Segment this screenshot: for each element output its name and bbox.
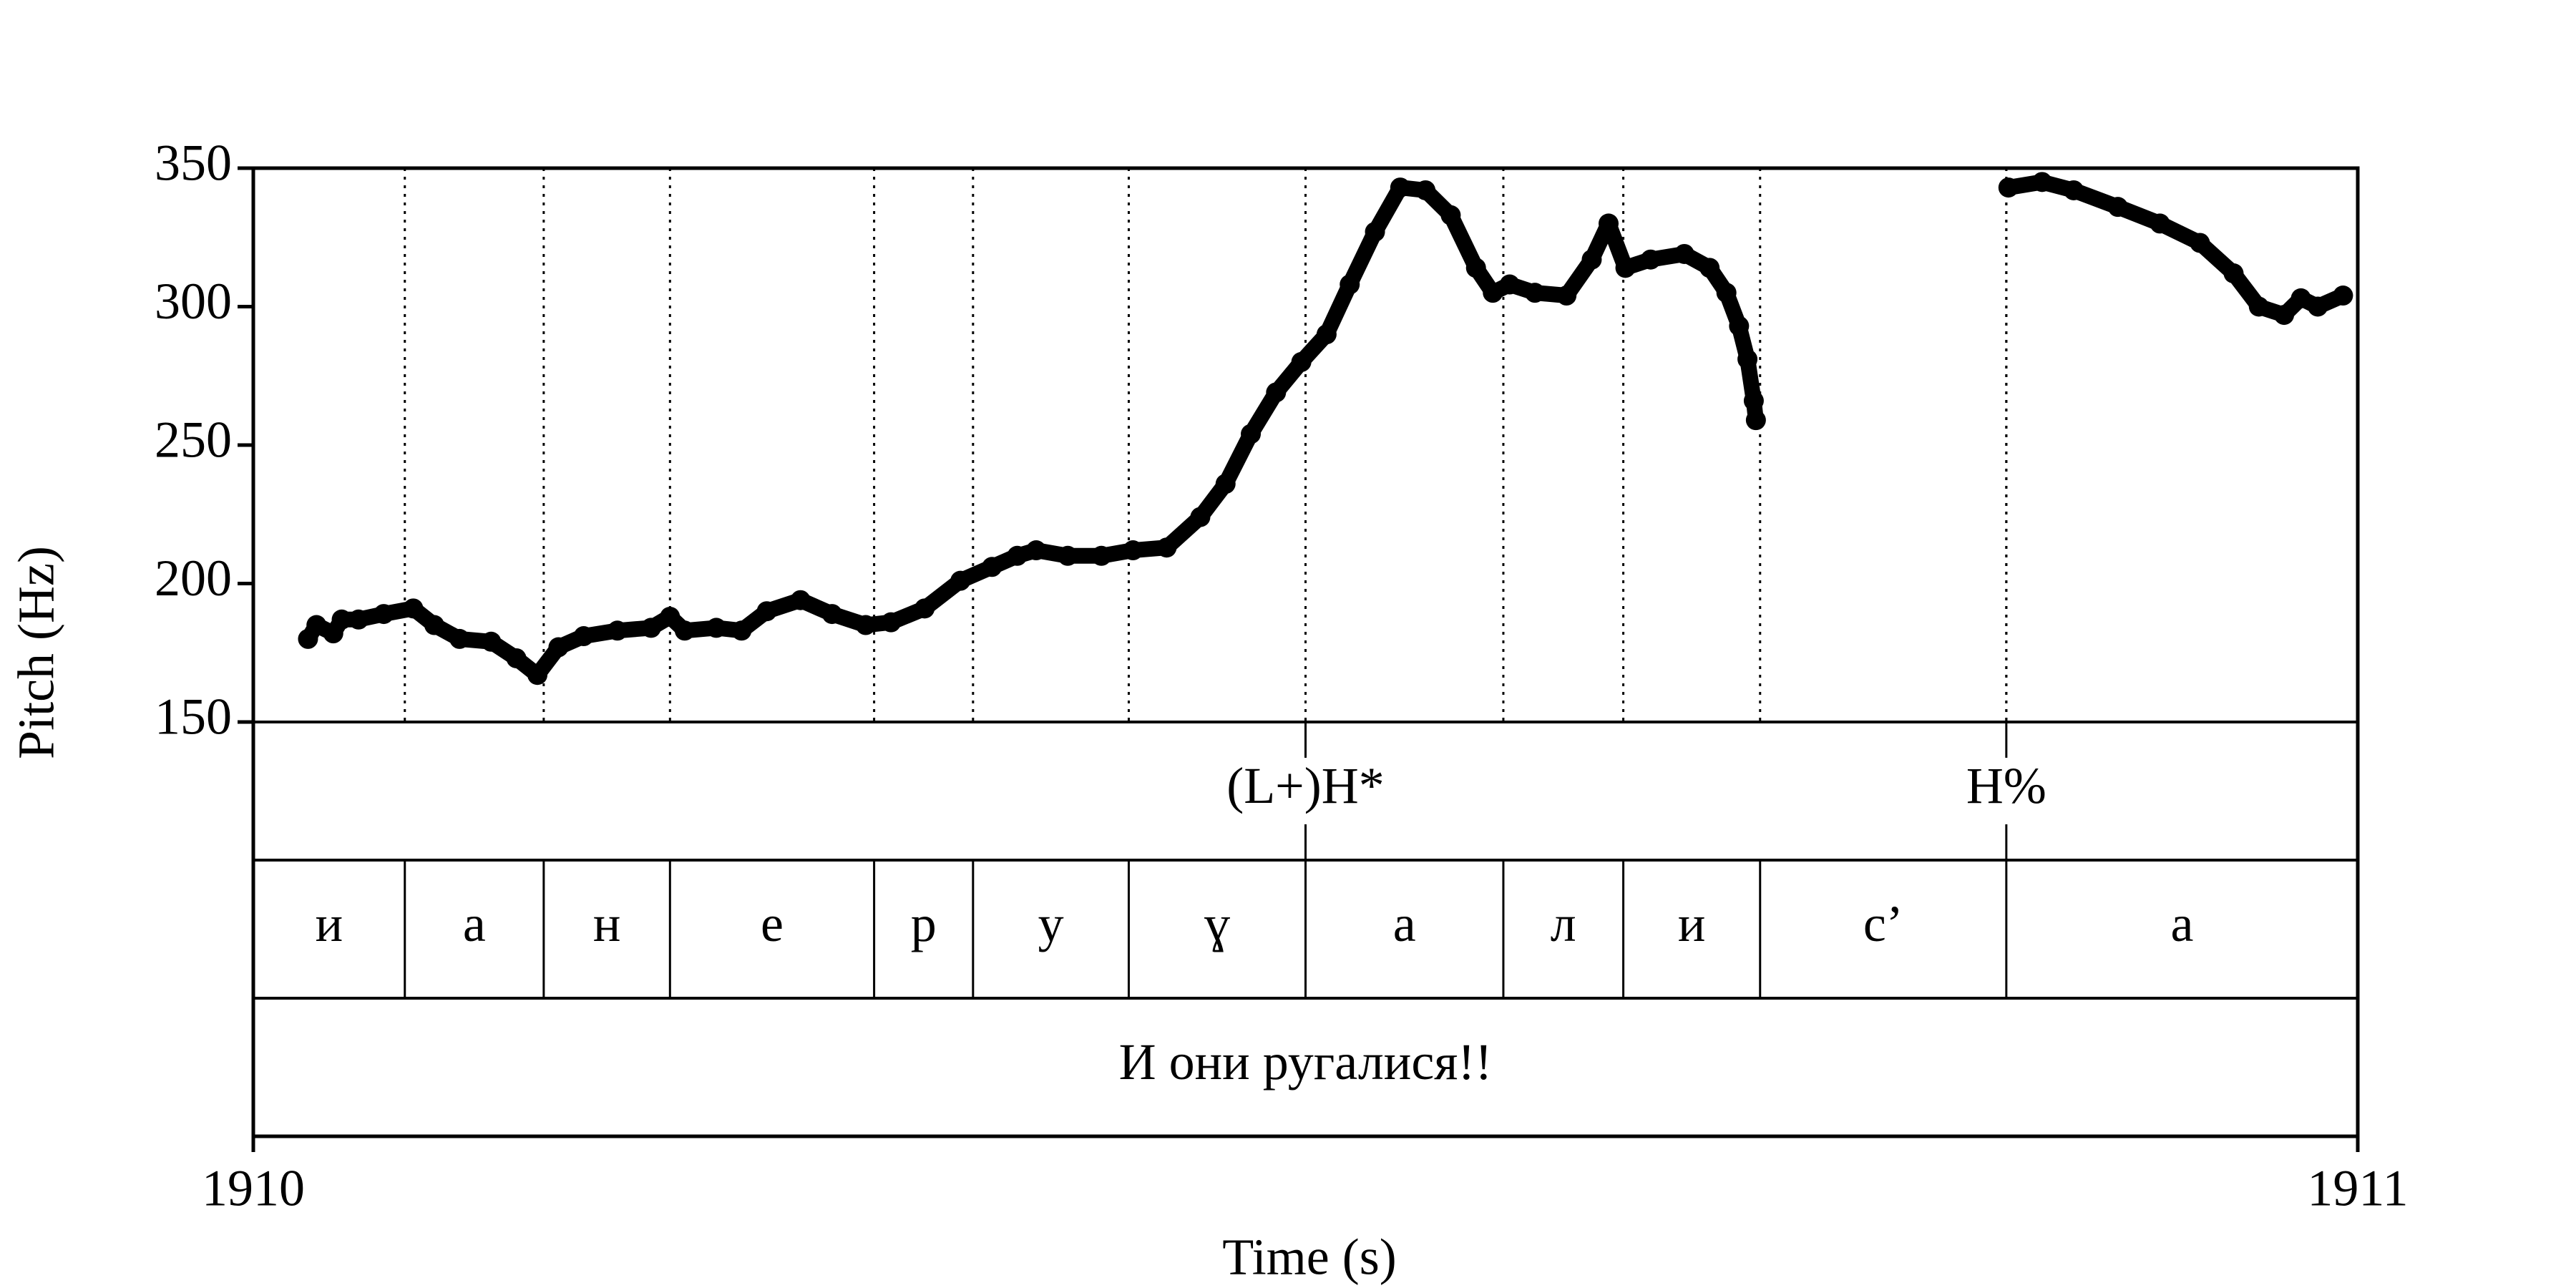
pitch-point [2274, 305, 2295, 326]
pitch-point [1316, 324, 1337, 345]
interval-label: И они ругалися!! [1119, 1033, 1493, 1091]
interval-label: ɣ [1204, 895, 1230, 952]
pitch-point [1483, 283, 1503, 303]
pitch-point [1745, 410, 1766, 431]
pitch-point [2107, 197, 2128, 218]
pitch-point [1156, 537, 1177, 558]
pitch-point [2223, 263, 2244, 284]
pitch-point [2290, 288, 2311, 308]
pitch-point [1615, 258, 1636, 278]
pitch-point [1266, 382, 1287, 403]
y-tick-label: 150 [155, 688, 232, 746]
pitch-point [348, 609, 369, 630]
pitch-point [331, 609, 352, 630]
pitch-point [1716, 283, 1737, 303]
pitch-point [1699, 258, 1720, 278]
pitch-point [548, 637, 569, 658]
pitch-point [1998, 177, 2019, 198]
pitch-point [1440, 205, 1461, 225]
pitch-point [881, 612, 902, 633]
interval-label: а [1393, 895, 1416, 952]
pitch-point [674, 620, 695, 641]
x-axis-label: Time (s) [1222, 1229, 1396, 1286]
pitch-point [2333, 286, 2353, 306]
pitch-point [2031, 172, 2052, 192]
pitch-point [573, 626, 594, 647]
tone-label: (L+)H* [1226, 757, 1385, 814]
pitch-point [1743, 391, 1764, 411]
pitch-point [821, 604, 842, 625]
interval-label: р [911, 895, 937, 952]
pitch-point [481, 631, 502, 652]
pitch-point [1390, 177, 1410, 198]
interval-label: у [1038, 895, 1064, 952]
pitch-point [2150, 213, 2170, 234]
pitch-point [1640, 249, 1661, 270]
pitch-point [1525, 283, 1546, 303]
pitch-point [374, 604, 394, 625]
pitch-point [1556, 286, 1577, 306]
pitch-contour [300, 174, 2351, 683]
pitch-point [1737, 349, 1758, 370]
pitch-point [1215, 474, 1236, 494]
pitch-point [950, 570, 971, 591]
pitch-point [1465, 258, 1486, 278]
pitch-point [1091, 545, 1112, 566]
pitch-point [2308, 296, 2328, 317]
interval-label: н [593, 895, 621, 952]
y-tick-label: 350 [155, 135, 232, 192]
pitch-point [2248, 296, 2269, 317]
pitch-point [424, 615, 444, 635]
pitch-point [527, 665, 548, 686]
y-tick-label: 300 [155, 273, 232, 330]
pitch-point [449, 628, 470, 649]
pitch-point [982, 557, 1002, 577]
pitch-point [1007, 545, 1028, 566]
y-tick-label: 250 [155, 411, 232, 469]
pitch-point [640, 618, 661, 638]
interval-label: а [2170, 895, 2193, 952]
pitch-point [1499, 274, 1520, 295]
interval-label: а [463, 895, 486, 952]
pitch-point [790, 590, 811, 610]
interval-label: с’ [1863, 895, 1903, 952]
pitch-point [1340, 274, 1360, 295]
y-axis-label: Pitch (Hz) [8, 546, 65, 759]
x-tick-label: 1911 [2307, 1160, 2408, 1217]
pitch-point [756, 601, 777, 622]
y-tick-label: 200 [155, 550, 232, 607]
pitch-point [607, 620, 628, 641]
pitch-point [1365, 222, 1385, 243]
interval-label: и [1678, 895, 1706, 952]
pitch-point [731, 620, 752, 641]
pitch-point [1415, 180, 1436, 200]
x-tick-label: 1910 [202, 1160, 305, 1217]
pitch-point [1291, 351, 1312, 372]
pitch-point [1026, 540, 1047, 561]
pitch-point [706, 618, 727, 638]
interval-label: л [1551, 895, 1576, 952]
pitch-point [506, 648, 527, 668]
pitch-point [403, 598, 424, 619]
tone-label: H% [1966, 757, 2046, 814]
pitch-point [1729, 316, 1750, 336]
pitch-point [1123, 540, 1143, 561]
pitch-point [2190, 233, 2210, 253]
pitch-point [1599, 213, 1619, 234]
pitch-point [1674, 243, 1694, 264]
pitch-point [1190, 507, 1211, 527]
pitch-point [1581, 249, 1602, 270]
pitch-point [1058, 545, 1078, 566]
pitch-point [2063, 180, 2084, 200]
pitch-point [306, 615, 327, 635]
pitch-point [660, 606, 680, 627]
pitch-point [914, 598, 935, 619]
pitch-point [1241, 424, 1262, 444]
interval-label: е [761, 895, 784, 952]
interval-label: и [316, 895, 343, 952]
pitch-point [855, 615, 876, 635]
